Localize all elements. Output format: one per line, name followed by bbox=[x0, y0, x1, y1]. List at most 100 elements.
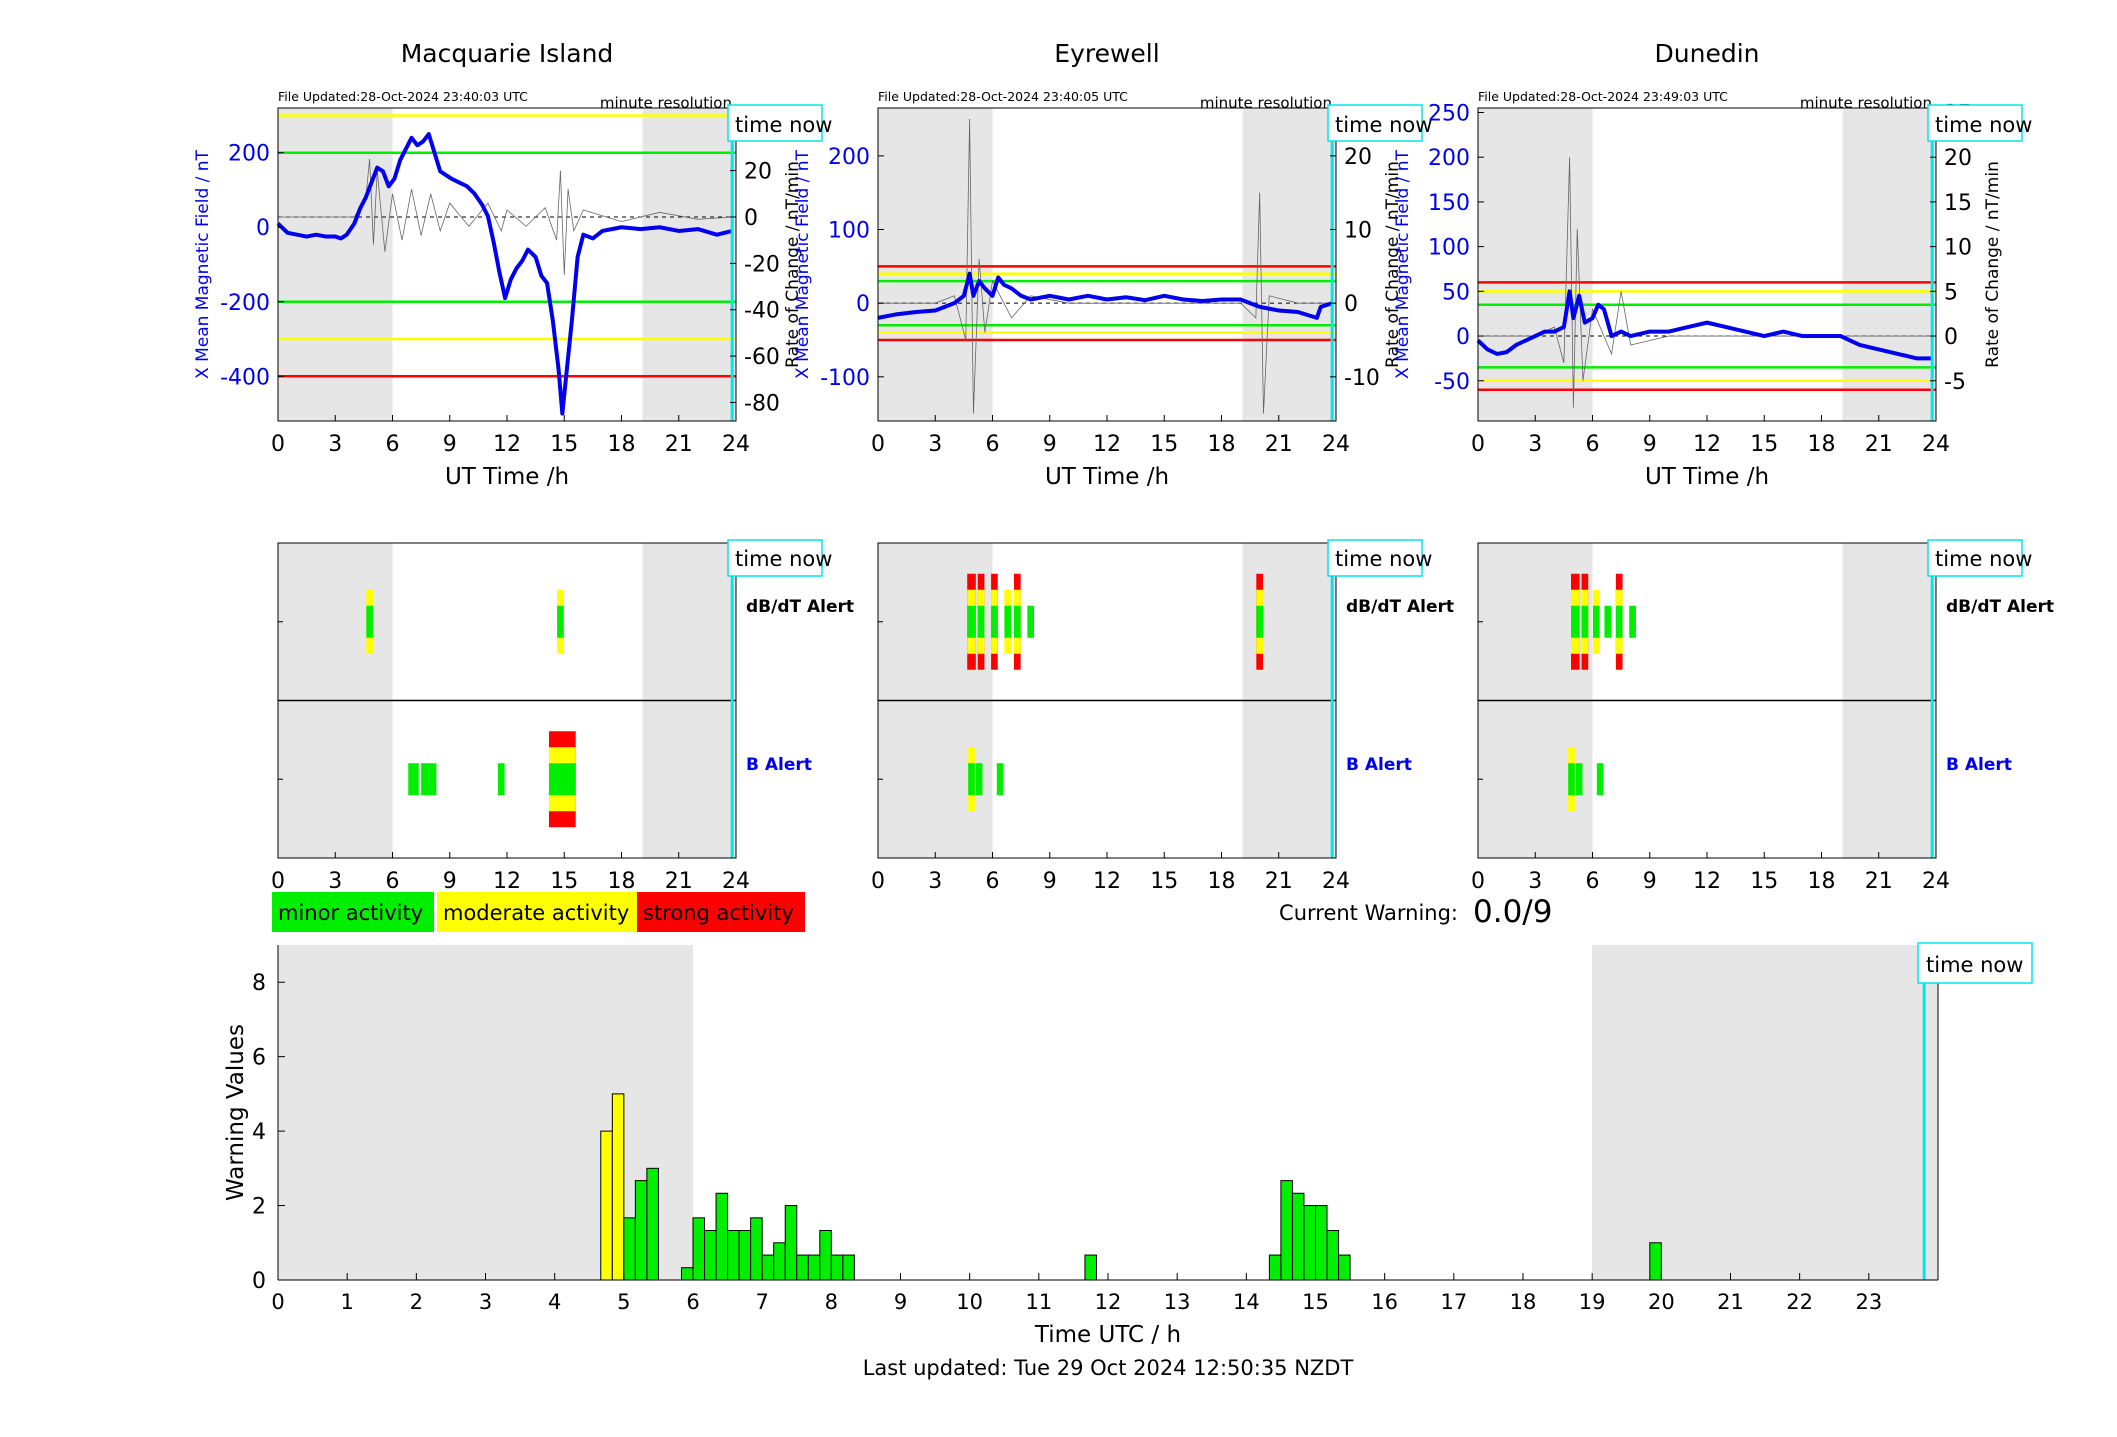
y2-tick-label: 10 bbox=[1944, 236, 1972, 261]
x-tick-label: 15 bbox=[550, 432, 578, 457]
y-tick-label: 0 bbox=[252, 1269, 266, 1294]
warning-bar-26 bbox=[1326, 1229, 1340, 1281]
y-tick-label: 4 bbox=[252, 1120, 266, 1145]
x-tick-label: 6 bbox=[686, 1290, 699, 1314]
time-now-box bbox=[727, 539, 823, 577]
x-tick-label: 15 bbox=[1750, 432, 1778, 457]
warning-bar-8 bbox=[715, 1192, 729, 1281]
x-tick-label: 0 bbox=[1471, 432, 1485, 457]
y2-tick-label: -20 bbox=[744, 252, 780, 277]
y2-tick-label: -10 bbox=[1344, 366, 1380, 391]
b-alert-mark-minor bbox=[1575, 763, 1583, 796]
x-tick-label: 3 bbox=[1528, 432, 1542, 457]
x-tick-label: 23 bbox=[1855, 1290, 1882, 1314]
x-tick-label: 21 bbox=[665, 432, 693, 457]
y-tick-label: -100 bbox=[820, 366, 870, 391]
y-tick-label: 100 bbox=[1428, 236, 1470, 261]
x-tick-label: 24 bbox=[1322, 432, 1350, 457]
warning-bar-21 bbox=[1268, 1254, 1282, 1281]
last-updated: Last updated: Tue 29 Oct 2024 12:50:35 N… bbox=[863, 1356, 1354, 1380]
time-now-box bbox=[1917, 942, 2033, 984]
station-panel-2: Dunedin File Updated:28-Oct-2024 23:49:03… bbox=[1393, 39, 2054, 894]
b-alert-mark-minor bbox=[548, 763, 576, 796]
x-tick-label: 3 bbox=[328, 869, 342, 894]
y2-tick-label: -60 bbox=[744, 345, 780, 370]
x-tick-label: 15 bbox=[1302, 1290, 1329, 1314]
time-now-label: time now bbox=[735, 547, 832, 571]
x-tick-label: 21 bbox=[1865, 869, 1893, 894]
x-tick-label: 6 bbox=[1586, 869, 1600, 894]
b-alert-mark-minor bbox=[497, 763, 505, 796]
x-tick-label: 24 bbox=[1922, 869, 1950, 894]
y2-tick-label: -5 bbox=[1944, 370, 1966, 395]
x-axis-label: UT Time /h bbox=[1045, 464, 1169, 490]
station-panel-1: Eyrewell File Updated:28-Oct-2024 23:40:0… bbox=[793, 39, 1454, 894]
warning-bar-16 bbox=[807, 1254, 821, 1281]
warning-bar-14 bbox=[784, 1205, 798, 1281]
b-alert-label: B Alert bbox=[746, 755, 812, 775]
dbdt-alert-label: dB/dT Alert bbox=[1946, 597, 2054, 617]
dbdt-alert-mark-minor bbox=[1581, 605, 1589, 638]
dbdt-alert-mark-minor bbox=[1004, 605, 1012, 638]
x-tick-label: 6 bbox=[1586, 432, 1600, 457]
x-tick-label: 18 bbox=[1208, 432, 1236, 457]
current-warning-label: Current Warning: bbox=[1279, 901, 1458, 925]
x-tick-label: 12 bbox=[493, 432, 521, 457]
x-tick-label: 2 bbox=[410, 1290, 423, 1314]
x-tick-label: 18 bbox=[1208, 869, 1236, 894]
time-now-label: time now bbox=[1926, 953, 2023, 977]
warning-bar-22 bbox=[1280, 1180, 1293, 1281]
time-now-box bbox=[1327, 539, 1423, 577]
x-tick-label: 0 bbox=[871, 432, 885, 457]
y2-tick-label: 20 bbox=[1344, 145, 1372, 170]
y2-axis-label: Rate of Change / nT/min bbox=[783, 161, 803, 368]
y-tick-label: 0 bbox=[1456, 325, 1470, 350]
time-now-box bbox=[1927, 539, 2023, 577]
y2-axis-label: Rate of Change / nT/min bbox=[1383, 161, 1403, 368]
warning-bar-4 bbox=[646, 1167, 659, 1281]
b-alert-label: B Alert bbox=[1346, 755, 1412, 775]
x-tick-label: 9 bbox=[443, 432, 457, 457]
dbdt-alert-label: dB/dT Alert bbox=[746, 597, 854, 617]
x-tick-label: 18 bbox=[1510, 1290, 1537, 1314]
station-title: Macquarie Island bbox=[401, 39, 614, 68]
y2-axis-label: Rate of Change / nT/min bbox=[1983, 161, 2003, 368]
warning-bar-11 bbox=[750, 1217, 763, 1281]
x-tick-label: 6 bbox=[386, 432, 400, 457]
x-tick-label: 1 bbox=[340, 1290, 353, 1314]
warning-bar-19 bbox=[842, 1254, 855, 1281]
dbdt-alert-mark-minor bbox=[557, 605, 564, 638]
current-warning-value: 0.0/9 bbox=[1473, 894, 1552, 930]
dbdt-alert-mark-minor bbox=[366, 605, 373, 638]
dbdt-alert-mark-minor bbox=[967, 605, 976, 638]
time-now-label: time now bbox=[1935, 113, 2032, 137]
dbdt-alert-mark-minor bbox=[977, 605, 985, 638]
warning-bar-27 bbox=[1338, 1254, 1351, 1281]
y-tick-label: 6 bbox=[252, 1046, 266, 1071]
warning-bar-6 bbox=[692, 1217, 706, 1281]
legend-swatch-moderate bbox=[437, 892, 637, 932]
warning-bar-10 bbox=[738, 1229, 752, 1281]
y2-tick-label: 20 bbox=[1944, 146, 1972, 171]
x-axis-label: UT Time /h bbox=[445, 464, 569, 490]
warning-bar-3 bbox=[634, 1180, 648, 1281]
y-tick-label: 200 bbox=[828, 145, 870, 170]
b-alert-mark-minor bbox=[421, 763, 437, 796]
warning-bar-20 bbox=[1084, 1254, 1097, 1281]
mean-field-line bbox=[877, 271, 1333, 320]
x-tick-label: 21 bbox=[1717, 1290, 1744, 1314]
y-tick-label: 150 bbox=[1428, 191, 1470, 216]
legend-label-strong: strong activity bbox=[643, 901, 794, 925]
warning-bar-18 bbox=[830, 1254, 844, 1281]
legend-swatch-minor bbox=[272, 892, 434, 932]
rate-of-change-line bbox=[878, 119, 1333, 414]
x-tick-label: 11 bbox=[1025, 1290, 1052, 1314]
x-tick-label: 5 bbox=[617, 1290, 630, 1314]
y2-tick-label: -80 bbox=[744, 391, 780, 416]
x-tick-label: 22 bbox=[1786, 1290, 1813, 1314]
x-tick-label: 18 bbox=[608, 869, 636, 894]
time-now-label: time now bbox=[1935, 547, 2032, 571]
x-tick-label: 3 bbox=[928, 869, 942, 894]
b-alert-label: B Alert bbox=[1946, 755, 2012, 775]
